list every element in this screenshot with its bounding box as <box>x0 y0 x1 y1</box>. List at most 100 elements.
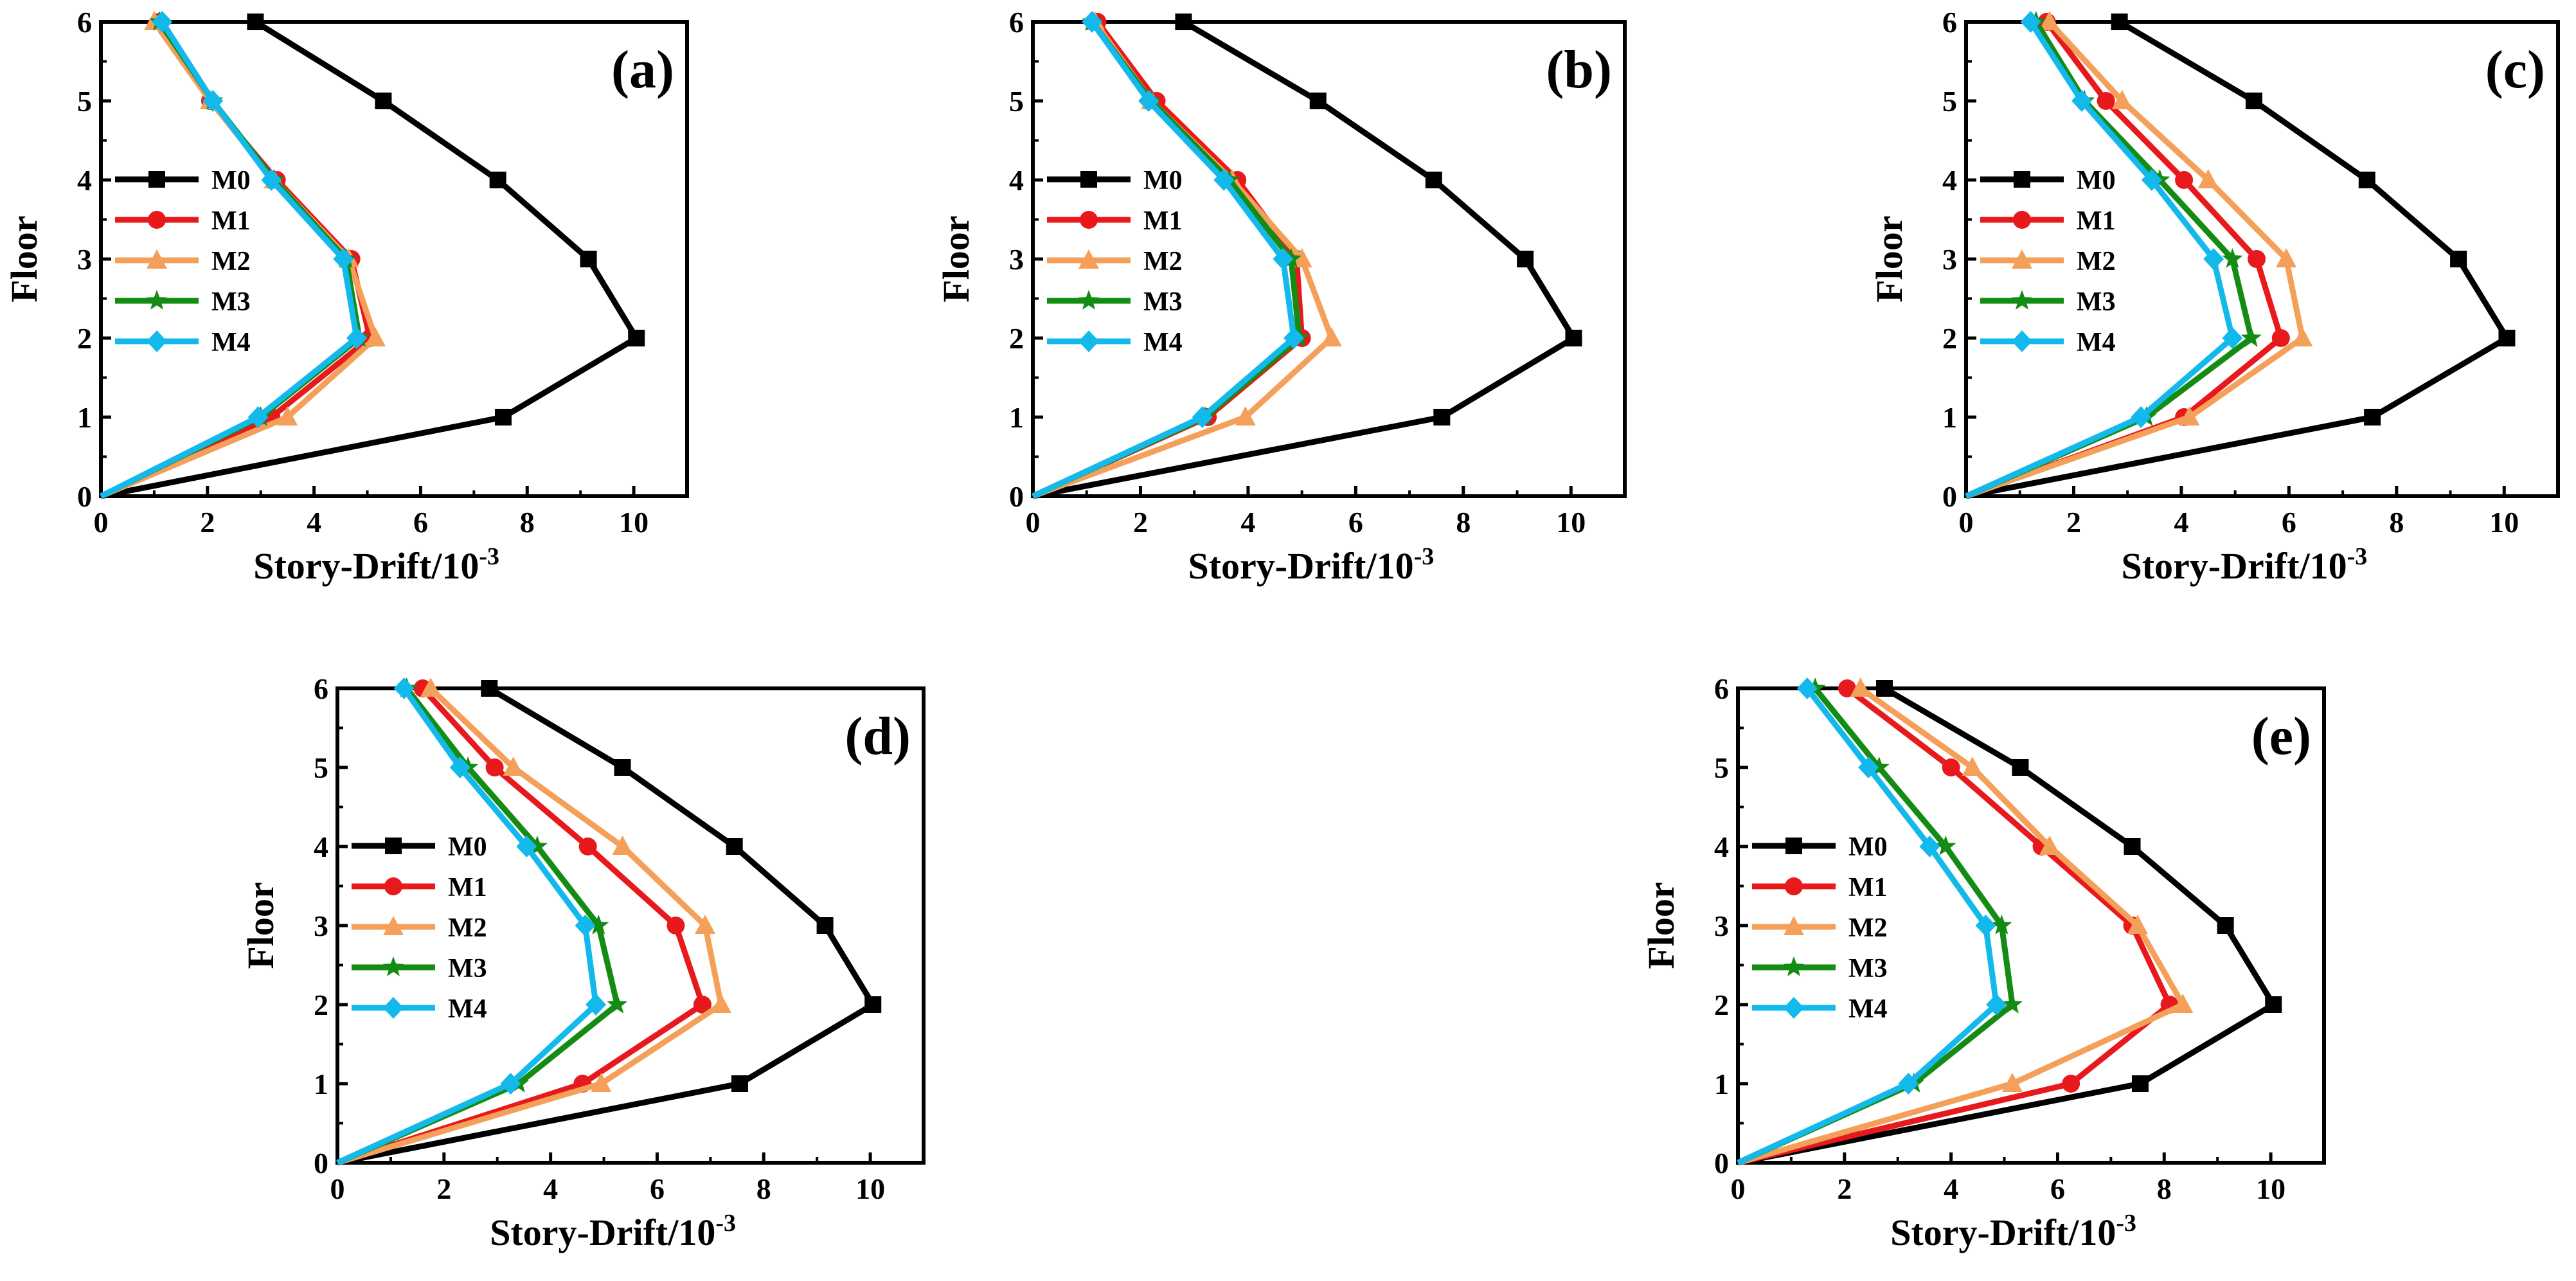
y-tick-label: 2 <box>314 989 328 1021</box>
x-axis-title: Story-Drift/10-3 <box>2121 543 2367 587</box>
legend-marker <box>147 249 167 269</box>
y-tick-label: 4 <box>1009 164 1024 197</box>
data-point <box>1850 677 1871 697</box>
series-m4 <box>1737 677 2007 1166</box>
legend-label: M1 <box>1848 873 1888 902</box>
data-point <box>449 757 470 778</box>
legend-marker <box>148 211 166 229</box>
legend-marker <box>1078 290 1100 310</box>
y-tick-label: 0 <box>77 480 92 513</box>
series-m4 <box>1965 11 2243 499</box>
data-point <box>420 677 442 697</box>
data-point <box>575 915 596 936</box>
data-point <box>591 1073 612 1092</box>
legend-marker <box>2011 290 2033 310</box>
data-point <box>1919 836 1940 857</box>
data-point <box>628 330 645 346</box>
data-point <box>494 409 512 426</box>
data-point <box>1942 758 1960 776</box>
x-tick-label: 8 <box>520 506 535 539</box>
legend-marker <box>383 997 404 1019</box>
x-tick-label: 10 <box>1556 506 1586 539</box>
legend-marker <box>148 171 165 188</box>
data-point <box>485 758 504 776</box>
series-m0 <box>1965 13 2516 499</box>
x-axis-title: Story-Drift/10-3 <box>1890 1210 2136 1253</box>
x-tick-label: 4 <box>543 1172 558 1205</box>
data-point <box>2039 836 2061 855</box>
x-tick-label: 0 <box>1026 506 1041 539</box>
y-tick-label: 1 <box>1714 1068 1729 1100</box>
y-tick-label: 3 <box>314 909 328 942</box>
data-point <box>2222 248 2243 268</box>
data-point <box>481 680 498 697</box>
legend-label: M3 <box>211 287 251 317</box>
x-axis-title: Story-Drift/10-3 <box>1188 543 1434 587</box>
x-tick-label: 10 <box>2256 1172 2285 1205</box>
y-tick-label: 1 <box>77 401 92 434</box>
legend-label: M2 <box>211 247 251 276</box>
legend-label: M0 <box>2077 166 2116 195</box>
data-point <box>2175 171 2194 189</box>
data-point <box>346 327 367 349</box>
data-point <box>1868 757 1890 776</box>
data-point <box>1273 248 1294 270</box>
legend-marker <box>2013 211 2031 229</box>
data-point <box>710 994 731 1013</box>
series-m0 <box>100 13 645 499</box>
data-point <box>2012 759 2029 776</box>
data-point <box>578 838 597 855</box>
y-tick-label: 2 <box>1009 322 1024 355</box>
x-tick-label: 4 <box>1944 1172 1958 1205</box>
data-point <box>1433 409 1451 426</box>
legend-label: M1 <box>2077 206 2116 236</box>
legend-marker <box>1080 171 1097 188</box>
legend-label: M3 <box>1143 287 1183 317</box>
legend-label: M4 <box>448 994 487 1024</box>
data-point <box>1138 90 1159 112</box>
x-tick-label: 4 <box>307 506 321 539</box>
y-tick-label: 6 <box>1009 6 1024 39</box>
legend: M0 M1 M2 M3 M4 <box>1047 166 1183 357</box>
data-point <box>731 1075 748 1092</box>
data-point <box>2001 994 2023 1014</box>
x-tick-label: 10 <box>619 506 648 539</box>
x-axis-title: Story-Drift/10-3 <box>253 543 499 587</box>
data-point <box>1876 680 1893 697</box>
data-point <box>2203 248 2224 270</box>
data-point <box>2222 327 2243 349</box>
data-point <box>2141 169 2162 191</box>
x-tick-label: 2 <box>436 1172 451 1205</box>
x-axis-title: Story-Drift/10-3 <box>490 1210 736 1253</box>
legend: M0 M1 M2 M3 M4 <box>1752 832 1888 1024</box>
y-tick-label: 5 <box>77 85 92 118</box>
legend-marker <box>1783 956 1805 976</box>
legend-label: M4 <box>211 328 251 357</box>
y-tick-label: 4 <box>1714 830 1729 863</box>
data-point <box>1284 327 1305 349</box>
data-point <box>489 172 506 188</box>
data-point <box>364 327 386 346</box>
y-tick-label: 0 <box>314 1147 328 1179</box>
data-point <box>2358 172 2375 188</box>
y-tick-label: 5 <box>1942 85 1957 118</box>
x-tick-label: 4 <box>2174 506 2188 539</box>
y-tick-label: 1 <box>314 1068 328 1100</box>
series-m2 <box>1965 11 2313 499</box>
chart-panel: 0 2 4 6 8 10 0 1 2 3 4 5 6 Story-Drift/10-3 Floor (e) M0… <box>1640 672 2326 1253</box>
data-point <box>503 757 524 776</box>
data-point <box>2131 1075 2149 1092</box>
data-point <box>2364 409 2381 426</box>
data-point <box>2039 11 2060 30</box>
y-tick-label: 3 <box>1942 243 1957 276</box>
legend-marker <box>383 916 404 935</box>
panel-label: (c) <box>2485 40 2545 100</box>
data-point <box>2179 406 2200 426</box>
x-tick-label: 0 <box>94 506 109 539</box>
y-tick-label: 4 <box>314 830 328 863</box>
data-point <box>2071 90 2093 112</box>
data-point <box>1975 915 1996 936</box>
legend: M0 M1 M2 M3 M4 <box>115 166 251 357</box>
data-point <box>202 90 224 112</box>
legend-marker <box>147 330 167 352</box>
